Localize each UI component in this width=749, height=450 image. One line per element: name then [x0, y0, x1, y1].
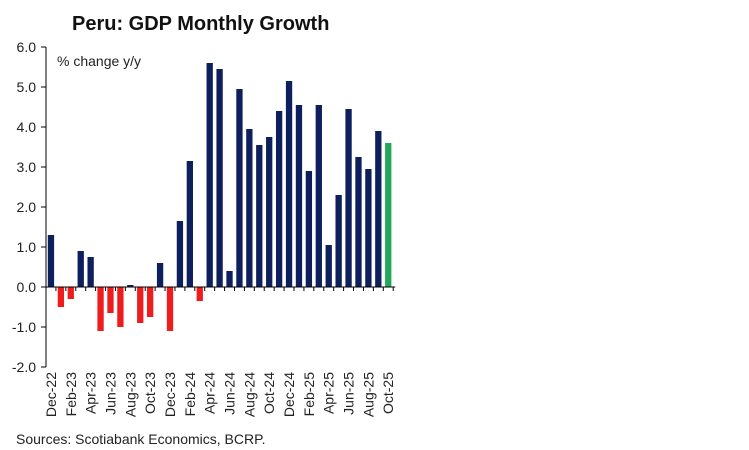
- bar-feb-24: [186, 161, 193, 287]
- x-tick-label: Oct-25: [380, 372, 396, 414]
- bar-feb-23: [67, 287, 74, 299]
- bar-jan-24: [176, 221, 184, 287]
- bar-dec-24: [285, 81, 293, 287]
- bar-aug-24: [246, 129, 253, 287]
- y-tick-label: 6.0: [17, 39, 37, 55]
- x-tick-label: Apr-25: [321, 372, 337, 414]
- x-tick-label: Dec-23: [162, 372, 178, 417]
- bar-jun-23: [107, 287, 114, 313]
- bar-feb-25: [305, 171, 313, 287]
- x-tick-label: Feb-24: [182, 372, 198, 417]
- x-tick-label: Apr-24: [202, 372, 218, 414]
- bar-oct-24: [266, 137, 273, 287]
- bar-may-23: [97, 287, 104, 331]
- bar-sep-25: [375, 131, 382, 287]
- chart-title: Peru: GDP Monthly Growth: [72, 13, 329, 35]
- bar-jan-25: [295, 105, 303, 287]
- y-tick-label: 0.0: [17, 279, 37, 295]
- bar-nov-23: [156, 263, 164, 287]
- y-tick-label: 4.0: [17, 119, 37, 135]
- bar-mar-24: [196, 287, 203, 301]
- bar-sep-23: [137, 287, 144, 323]
- bar-series: [47, 63, 392, 331]
- x-tick-label: Jun-24: [222, 372, 238, 415]
- bar-oct-25: [385, 143, 392, 287]
- x-axis: Dec-22 Feb-23 Apr-23 Jun-23 Aug-23 Oct-23 Dec-…: [43, 287, 396, 417]
- x-tick-label: Dec-22: [43, 372, 59, 417]
- x-tick-label: Oct-24: [261, 372, 277, 414]
- bar-may-25: [335, 195, 342, 287]
- bar-nov-24: [275, 111, 283, 287]
- x-tick-label: Aug-24: [241, 372, 257, 417]
- bar-sep-24: [256, 145, 263, 287]
- x-tick-label: Aug-25: [360, 372, 376, 417]
- bar-jul-24: [236, 89, 243, 287]
- bar-aug-23: [127, 285, 134, 287]
- bar-mar-25: [315, 105, 322, 287]
- source-note: Sources: Scotiabank Economics, BCRP.: [16, 431, 266, 447]
- unit-annotation: % change y/y: [57, 53, 141, 69]
- bar-jun-24: [226, 271, 233, 287]
- x-tick-label: Feb-25: [301, 372, 317, 417]
- bar-apr-25: [325, 245, 332, 287]
- x-tick-label: Jun-25: [341, 372, 357, 415]
- bar-jul-25: [355, 157, 362, 287]
- bar-jul-23: [117, 287, 124, 327]
- bar-mar-23: [77, 251, 84, 287]
- bar-apr-23: [87, 257, 94, 287]
- y-tick-label: 3.0: [17, 159, 37, 175]
- bar-may-24: [216, 69, 223, 287]
- y-tick-label: 2.0: [17, 199, 37, 215]
- bar-aug-25: [365, 169, 372, 287]
- y-tick-label: -2.0: [12, 359, 36, 375]
- y-tick-label: 1.0: [17, 239, 37, 255]
- y-tick-label: -1.0: [12, 319, 36, 335]
- bar-oct-23: [147, 287, 154, 317]
- y-axis: 6.0 5.0 4.0 3.0 2.0 1.0 0.0 -1.0 -2.0: [12, 39, 46, 375]
- x-tick-label: Jun-23: [102, 372, 118, 415]
- x-tick-label: Apr-23: [83, 372, 99, 414]
- bar-jan-23: [57, 287, 65, 307]
- bar-apr-24: [206, 63, 213, 287]
- x-tick-label: Dec-24: [281, 372, 297, 417]
- x-tick-label: Oct-23: [142, 372, 158, 414]
- x-tick-label: Aug-23: [122, 372, 138, 417]
- bar-jun-25: [345, 109, 352, 287]
- y-tick-label: 5.0: [17, 79, 37, 95]
- bar-dec-22: [47, 235, 55, 287]
- bar-dec-23: [166, 287, 174, 331]
- x-tick-label: Feb-23: [63, 372, 79, 417]
